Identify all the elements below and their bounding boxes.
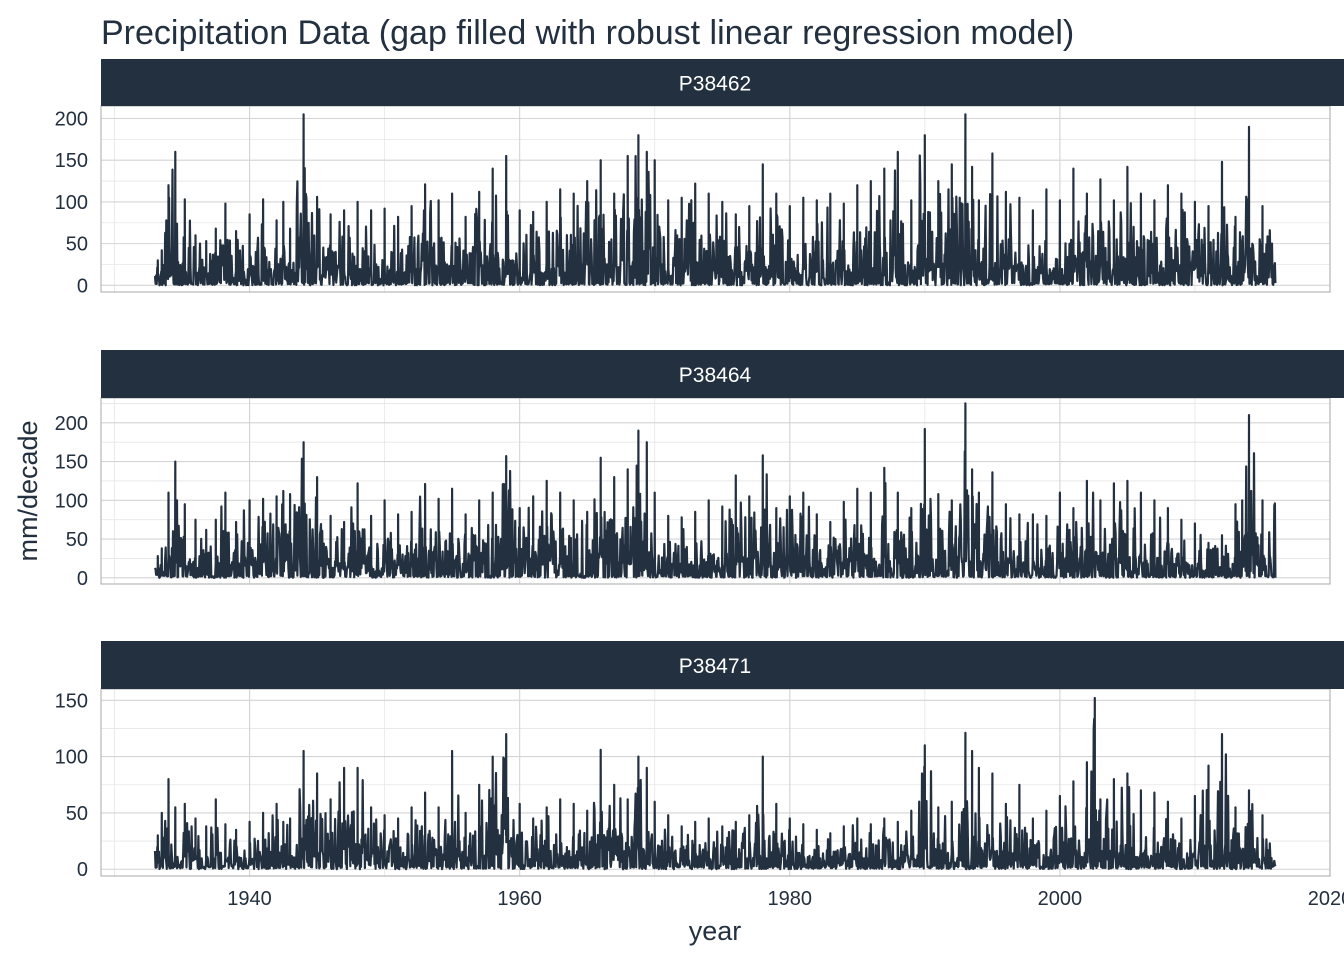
x-axis-title: year — [689, 916, 742, 946]
y-tick-label: 50 — [66, 803, 88, 825]
facet-strip-label: P38462 — [679, 73, 751, 96]
y-tick-label: 0 — [77, 275, 88, 297]
x-tick-label: 2020 — [1308, 888, 1344, 910]
y-tick-label: 200 — [55, 109, 88, 131]
y-tick-label: 50 — [66, 529, 88, 551]
y-tick-label: 100 — [55, 490, 88, 512]
facet-strip-label: P38464 — [679, 364, 752, 387]
facet-strip — [101, 641, 1344, 689]
y-tick-label: 0 — [77, 859, 88, 881]
y-tick-label: 150 — [55, 452, 88, 474]
facet-strip — [101, 59, 1344, 106]
y-tick-label: 50 — [66, 234, 88, 256]
facet-panel-p38462: 0 50 100 150 200 P38462 — [55, 59, 1344, 297]
x-tick-label: 1980 — [768, 888, 813, 910]
y-axis-title: mm/decade — [13, 420, 43, 561]
chart-title: Precipitation Data (gap filled with robu… — [101, 14, 1074, 52]
facet-strip-label: P38471 — [679, 655, 751, 678]
facet-panel-p38471: 0 50 100 150 P38471 — [55, 641, 1344, 881]
x-tick-label: 2000 — [1038, 888, 1083, 910]
series-line-p38471 — [153, 696, 1277, 871]
y-tick-label: 150 — [55, 690, 88, 712]
x-tick-label: 1940 — [227, 888, 272, 910]
y-tick-label: 150 — [55, 150, 88, 172]
panels-layer: 0 50 100 150 200 P38462 0 50 100 150 200 P38464 0 50 1… — [55, 59, 1344, 881]
series-line-p38462 — [153, 113, 1277, 287]
facet-strip — [101, 350, 1344, 398]
facet-panel-p38464: 0 50 100 150 200 P38464 — [55, 350, 1344, 590]
y-tick-label: 200 — [55, 413, 88, 435]
x-tick-label: 1960 — [497, 888, 542, 910]
y-tick-label: 100 — [55, 747, 88, 769]
series-line-p38464 — [153, 402, 1277, 579]
y-tick-label: 0 — [77, 568, 88, 590]
y-tick-label: 100 — [55, 192, 88, 214]
x-axis-ticks: 1940 1960 1980 2000 2020 — [227, 888, 1344, 910]
